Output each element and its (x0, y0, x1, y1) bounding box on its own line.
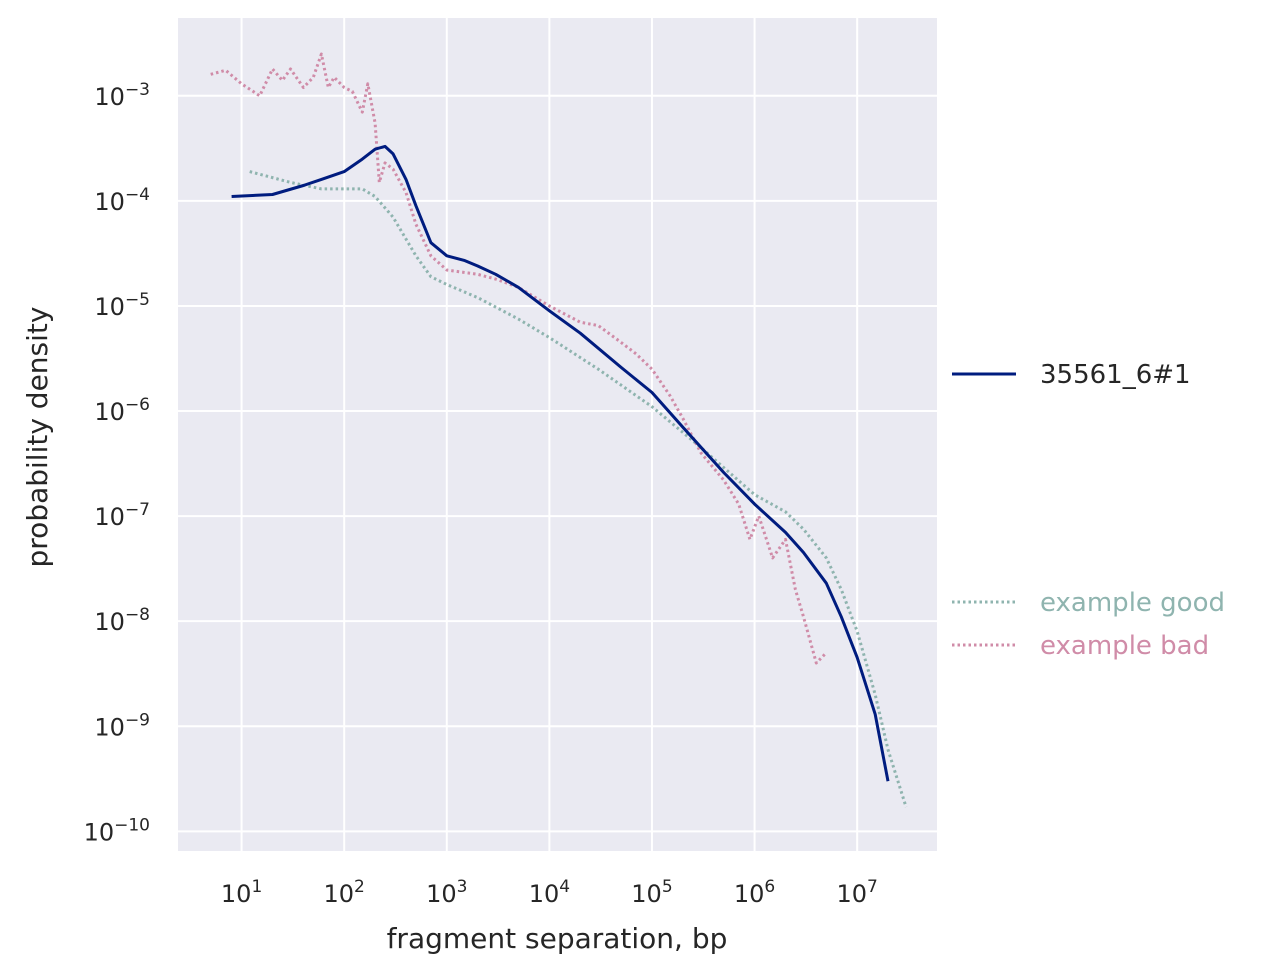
plot-background (178, 18, 937, 851)
y-tick-label: 10−10 (84, 815, 150, 846)
x-tick-label: 105 (631, 877, 672, 908)
y-tick-label: 10−5 (94, 290, 150, 321)
y-tick-label: 10−4 (94, 185, 150, 216)
x-tick-label: 103 (426, 877, 467, 908)
x-axis-label: fragment separation, bp (387, 922, 728, 955)
legend-label: example bad (1040, 631, 1209, 661)
x-tick-label: 106 (734, 877, 775, 908)
y-tick-label: 10−7 (94, 500, 150, 531)
series-line-35561-6-1 (231, 144, 890, 782)
grid (178, 18, 937, 851)
y-tick-label: 10−6 (94, 395, 150, 426)
y-axis-ticks: 10−10 10−9 10−8 10−7 10−6 10−5 10−4 10−3 (84, 80, 150, 847)
legend-label: example good (1040, 588, 1225, 618)
y-tick-label: 10−9 (94, 710, 150, 741)
x-tick-label: 107 (836, 877, 877, 908)
series-line-example-bad (210, 52, 828, 665)
series-layer (210, 52, 908, 808)
y-tick-label: 10−3 (94, 80, 150, 111)
x-tick-label: 104 (529, 877, 570, 908)
legend-label: 35561_6#1 (1040, 360, 1191, 390)
x-tick-label: 102 (323, 877, 364, 908)
y-axis-label: probability density (21, 307, 54, 568)
y-tick-label: 10−8 (94, 605, 150, 636)
x-tick-label: 101 (221, 877, 262, 908)
x-axis-ticks: 101 102 103 104 105 106 107 (221, 877, 878, 908)
